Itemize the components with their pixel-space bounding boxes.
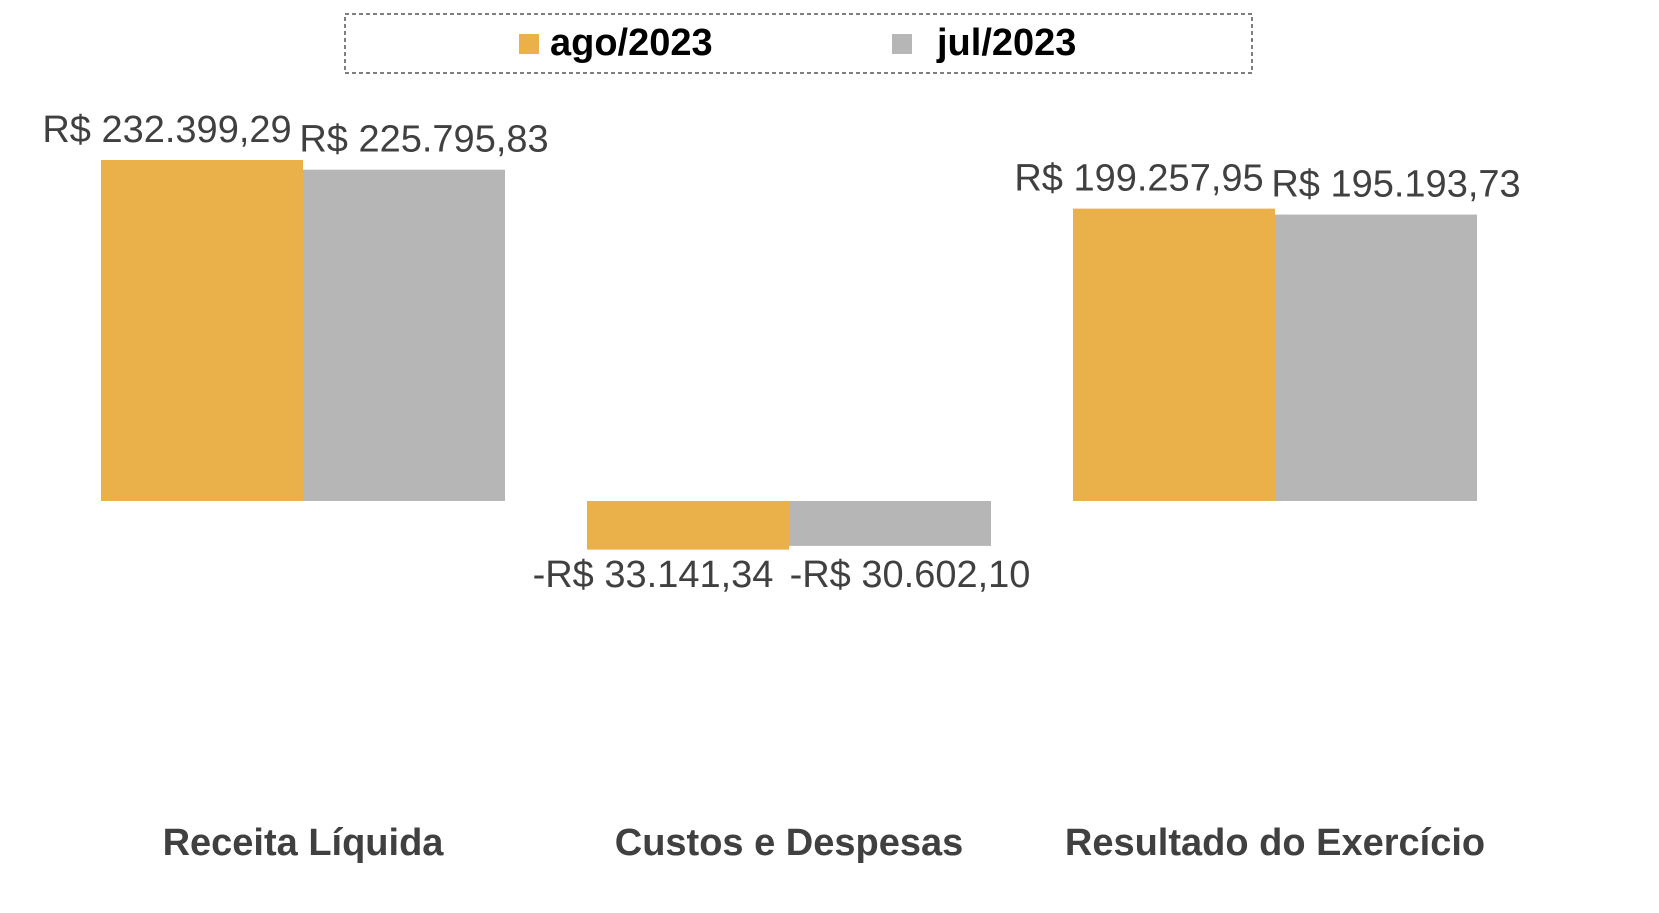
value-label: R$ 225.795,83	[299, 119, 548, 161]
bar	[1073, 208, 1275, 501]
value-label: R$ 195.193,73	[1271, 164, 1520, 206]
bar	[101, 160, 303, 501]
legend-box	[344, 13, 1253, 74]
bar	[1275, 214, 1477, 501]
value-label: R$ 199.257,95	[1014, 158, 1263, 200]
legend-label: jul/2023	[936, 22, 1076, 64]
value-label: -R$ 30.602,10	[790, 554, 1031, 596]
bar	[587, 501, 789, 550]
legend-swatch	[519, 34, 539, 54]
bar	[303, 169, 505, 501]
x-tick-label: Receita Líquida	[163, 822, 445, 864]
value-label: R$ 232.399,29	[42, 109, 291, 151]
legend-label: ago/2023	[550, 22, 713, 64]
x-tick-label: Resultado do Exercício	[1065, 822, 1485, 864]
legend-swatch	[892, 34, 912, 54]
value-label: -R$ 33.141,34	[533, 554, 774, 596]
x-tick-label: Custos e Despesas	[615, 822, 964, 864]
bar	[789, 501, 991, 546]
